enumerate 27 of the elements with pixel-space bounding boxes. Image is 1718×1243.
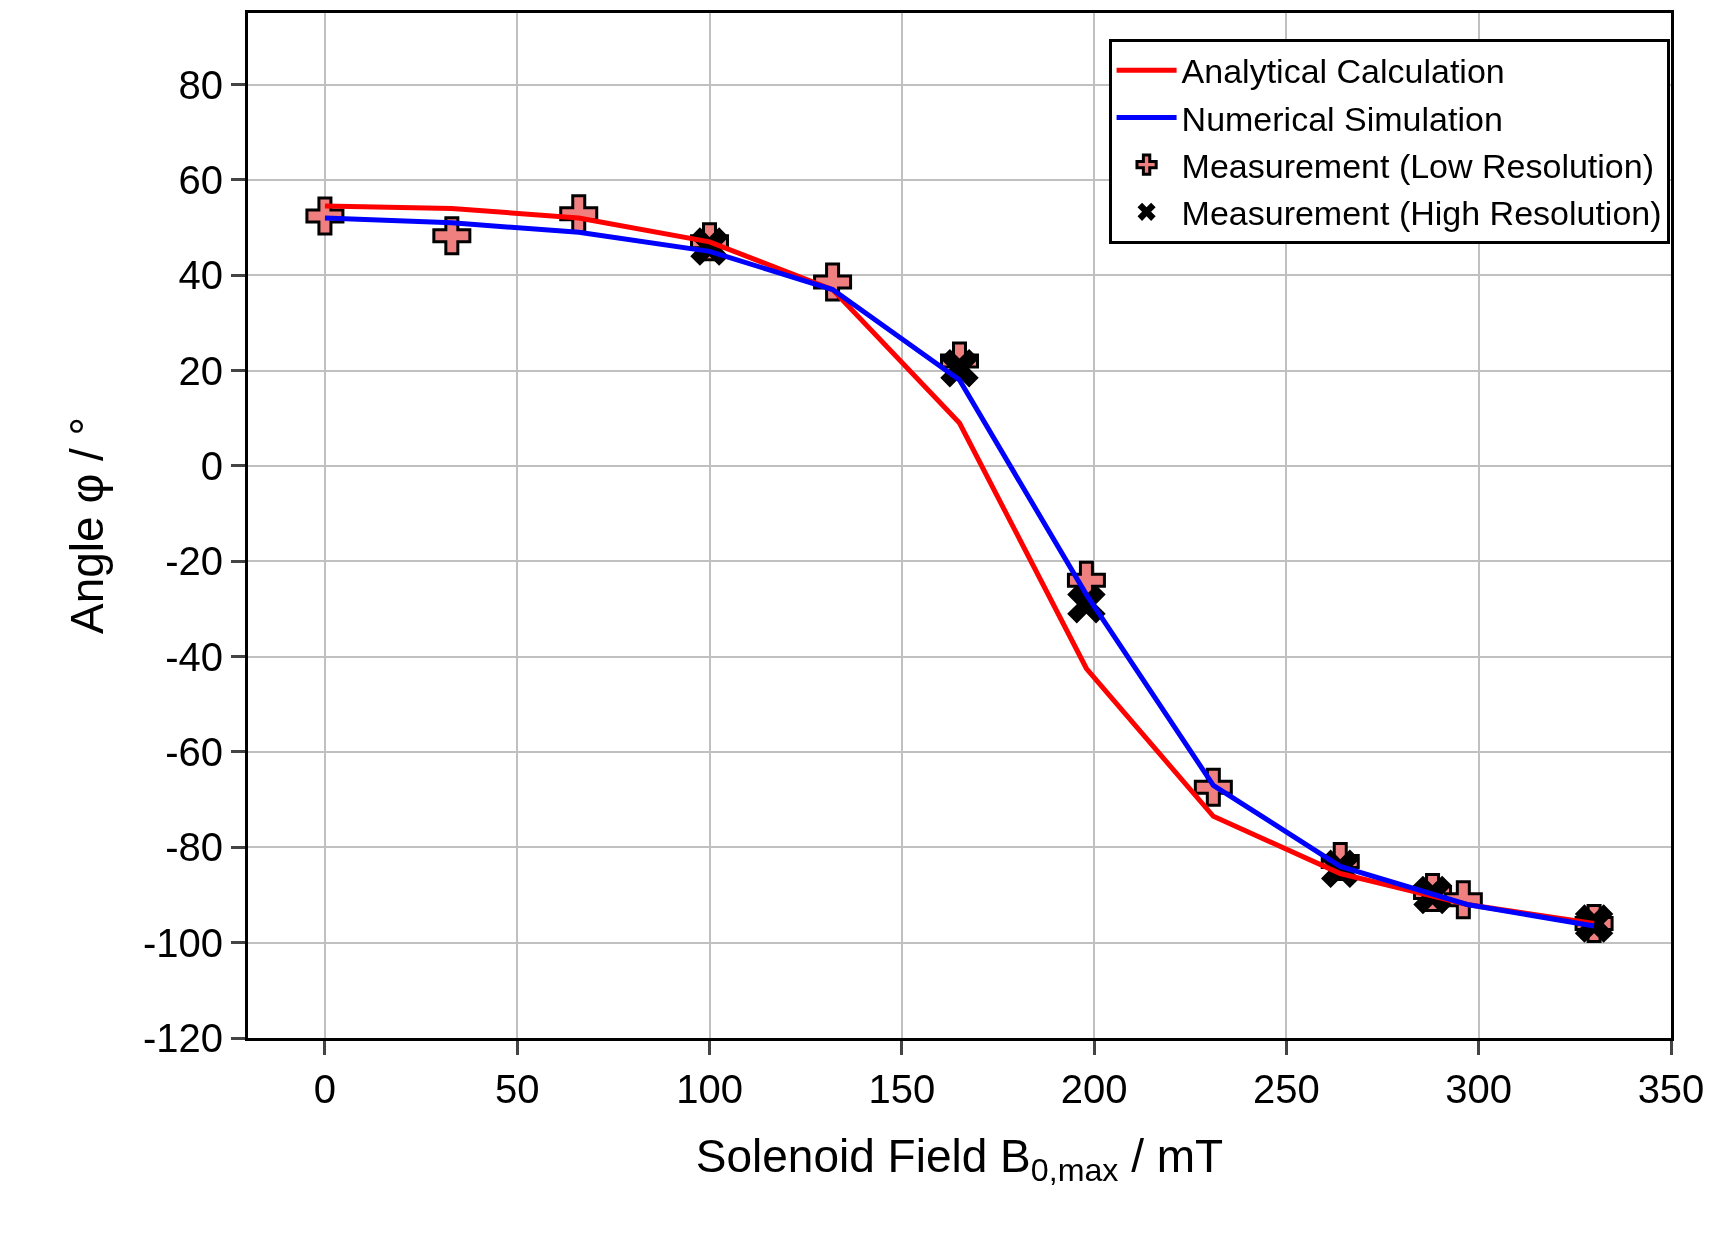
point — [432, 216, 472, 256]
y-tick-label: 20 — [178, 348, 223, 393]
point — [940, 348, 979, 388]
y-tick-label: -20 — [165, 539, 223, 584]
x-tick-label: 100 — [676, 1067, 743, 1111]
x-tick-label: 0 — [313, 1067, 337, 1111]
x-tick-label: 50 — [494, 1067, 540, 1111]
x-tick-label: 250 — [1253, 1067, 1320, 1111]
legend-label: Analytical Calculation — [1181, 52, 1505, 91]
y-tick-label: -40 — [165, 634, 223, 679]
y-tick-label: 60 — [178, 157, 223, 202]
x-tick-label: 300 — [1445, 1067, 1513, 1111]
x-tick-label: 200 — [1060, 1067, 1128, 1111]
y-tick-label: 80 — [178, 62, 223, 107]
y-tick-label: -100 — [142, 920, 223, 965]
x-axis-title: Solenoid Field B$_{0,max}$ / mT — [695, 1129, 1224, 1189]
legend-label: Measurement (Low Resolution) — [1181, 146, 1655, 185]
x-tick-label: 350 — [1637, 1067, 1705, 1111]
y-tick-label: 40 — [178, 253, 223, 298]
y-tick-label: 0 — [200, 443, 223, 488]
y-tick-label: -60 — [165, 729, 223, 774]
y-tick-label: -80 — [165, 825, 223, 870]
legend-label: Numerical Simulation — [1181, 99, 1503, 138]
y-axis-title: Angle φ / ° — [61, 417, 114, 634]
y-tick-label: -120 — [142, 1016, 223, 1060]
legend-label: Measurement (High Resolution) — [1181, 194, 1662, 233]
x-tick-label: 150 — [868, 1067, 936, 1111]
